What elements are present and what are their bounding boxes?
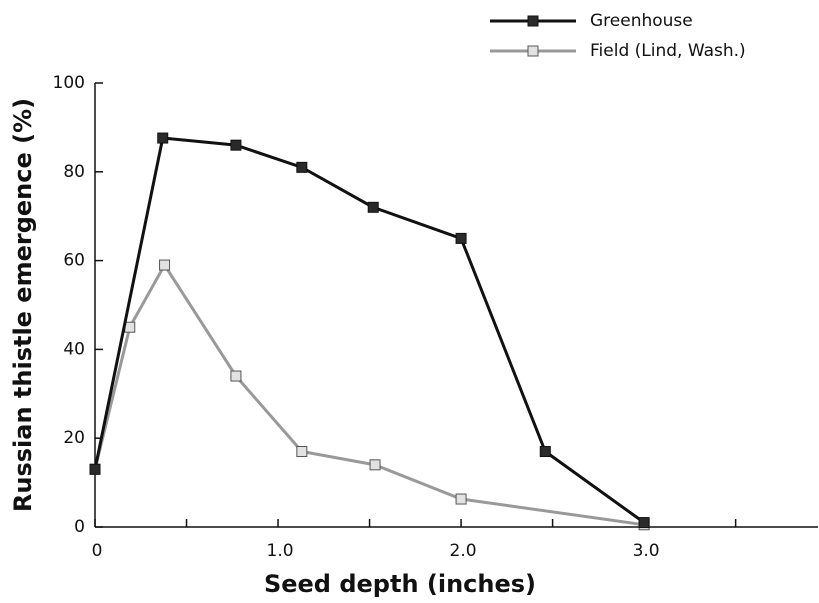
x-axis-title: Seed depth (inches) [264,570,536,598]
x-tick-label: 2.0 [450,541,477,561]
y-tick-label: 0 [74,517,85,537]
legend-text: Greenhouse [590,11,693,31]
legend-text: Field (Lind, Wash.) [590,41,746,61]
marker [230,139,242,151]
x-tick-label: 0 [92,541,103,561]
series-line [93,262,645,527]
y-tick-label: 100 [53,73,85,93]
marker [369,459,381,471]
y-axis-title: Russian thistle emergence (%) [9,98,37,512]
marker [638,517,650,529]
series-line [93,136,645,524]
marker [159,259,171,271]
legend-marker [527,15,539,27]
marker [157,132,169,144]
y-tick-label: 20 [63,428,85,448]
marker [539,446,551,458]
marker [89,463,101,475]
y-tick-label: 40 [63,339,85,359]
marker [296,161,308,173]
y-tick-label: 60 [63,251,85,271]
x-tick-label: 1.0 [267,541,294,561]
x-tick-label: 3.0 [633,541,660,561]
marker [230,370,242,382]
marker [455,232,467,244]
marker [367,201,379,213]
marker [296,446,308,458]
legend-marker [527,45,539,57]
marker [455,493,467,505]
y-tick-label: 80 [63,162,85,182]
